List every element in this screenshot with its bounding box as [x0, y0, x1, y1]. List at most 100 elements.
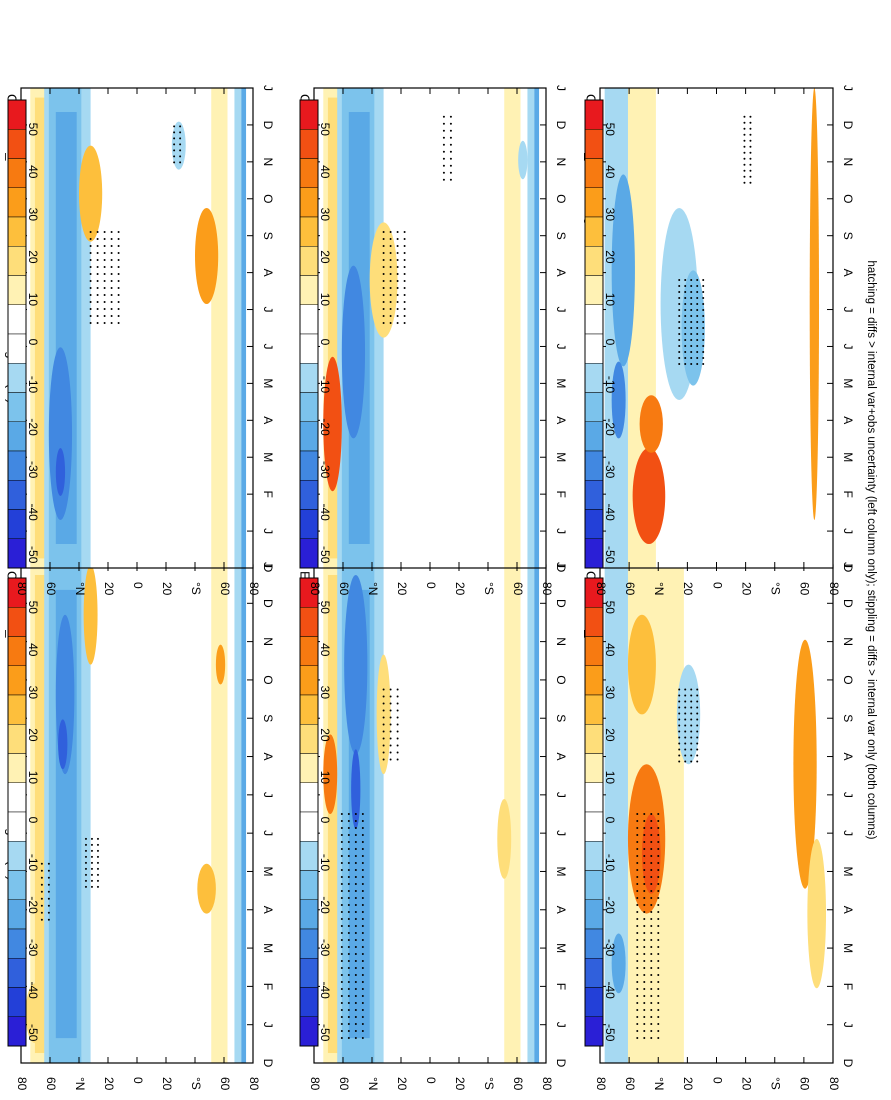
colorbar-label: 50 [26, 601, 40, 615]
colorbar-swatch [7, 421, 27, 452]
stipple-dot [340, 897, 343, 899]
stipple-dot [84, 855, 87, 858]
colorbar-label: 50 [26, 123, 40, 137]
stipple-dot [89, 322, 92, 324]
colorbar-swatch [7, 724, 27, 754]
stipple-dot [643, 904, 646, 906]
stipple-dot [361, 918, 364, 920]
colorbar-label: 0 [318, 339, 332, 346]
stipple-dot [382, 688, 385, 691]
month-tick-label: J [841, 343, 855, 349]
colorbar-swatch [299, 421, 319, 452]
stipple-dot [110, 294, 113, 296]
month-tick-label: M [261, 452, 275, 462]
stipple-dot [361, 939, 364, 941]
stipple-dot [650, 932, 653, 934]
colorbar-swatch [299, 636, 319, 666]
stipple-dot [657, 911, 660, 913]
stipple-dot [90, 873, 93, 876]
colorbar-label: 20 [318, 728, 332, 742]
stipple-dot [396, 245, 399, 247]
month-tick-label: O [841, 194, 855, 203]
stipple-dot [403, 245, 406, 247]
lat-tick-label: 20 [453, 1077, 467, 1091]
stipple-dot [650, 869, 653, 871]
stipple-dot [684, 309, 687, 311]
stipple-dot [442, 115, 445, 118]
stipple-dot [361, 1016, 364, 1018]
lat-tick-label: °S [189, 582, 203, 595]
month-tick-label: M [841, 378, 855, 388]
colorbar-label: -30 [318, 461, 332, 479]
month-tick-label: A [554, 416, 568, 424]
lat-tick-label: 80 [308, 582, 322, 596]
stipple-dot [690, 297, 693, 299]
stipple-dot [347, 862, 350, 864]
stipple-dot [103, 259, 106, 261]
stipple-dot [650, 862, 653, 864]
stipple-dot [103, 287, 106, 289]
stipple-dot [361, 883, 364, 885]
stipple-dot [389, 730, 392, 733]
stipple-dot [173, 125, 176, 128]
stipple-dot [389, 322, 392, 324]
stipple-dot [354, 848, 357, 850]
stipple-dot [749, 145, 752, 148]
contour-fill [639, 395, 663, 453]
stipple-dot [389, 273, 392, 275]
colorbar-swatch [584, 129, 604, 159]
stipple-dot [347, 967, 350, 969]
stipple-dot [90, 843, 93, 846]
stipple-dot [702, 303, 705, 305]
stipple-dot [396, 322, 399, 324]
colorbar-label: -50 [318, 1024, 332, 1042]
stipple-dot [382, 730, 385, 733]
stipple-dot [382, 294, 385, 296]
stipple-dot [696, 718, 699, 721]
stipple-dot [40, 883, 43, 886]
stipple-dot [657, 827, 660, 829]
stipple-dot [702, 345, 705, 347]
stipple-dot [657, 848, 660, 850]
stipple-dot [361, 848, 364, 850]
colorbar-label: -10 [318, 376, 332, 394]
stipple-dot [382, 245, 385, 247]
stipple-dot [89, 266, 92, 268]
stipple-dot [89, 287, 92, 289]
stipple-dot [389, 238, 392, 240]
colorbar-label: -10 [26, 854, 40, 872]
month-tick-label: J [261, 562, 275, 568]
stipple-dot [690, 688, 693, 691]
colorbar-swatch [584, 392, 604, 422]
stipple-dot [47, 890, 50, 893]
stipple-dot [340, 925, 343, 927]
colorbar-label: -30 [603, 939, 617, 957]
stipple-dot [347, 855, 350, 857]
stipple-dot [396, 751, 399, 754]
stipple-dot [396, 695, 399, 698]
stipple-dot [389, 709, 392, 712]
stipple-dot [657, 939, 660, 941]
stipple-dot [389, 737, 392, 740]
stipple-dot [173, 131, 176, 134]
stipple-dot [47, 918, 50, 921]
stipple-dot [636, 925, 639, 927]
lat-tick-label: 80 [594, 582, 608, 596]
stipple-dot [110, 315, 113, 317]
lat-tick-label: °S [482, 1077, 496, 1090]
stipple-dot [347, 918, 350, 920]
stipple-dot [690, 718, 693, 721]
month-tick-label: D [261, 564, 275, 573]
stipple-dot [47, 869, 50, 872]
colorbar-swatch [299, 158, 319, 188]
lat-tick-label: 80 [827, 1077, 841, 1091]
month-tick-label: A [841, 753, 855, 761]
colorbar-label: 0 [603, 339, 617, 346]
colorbar-swatch [584, 216, 604, 247]
stipple-dot [354, 967, 357, 969]
colorbar-swatch [299, 480, 319, 510]
month-tick-label: M [841, 866, 855, 876]
stipple-dot [173, 137, 176, 140]
stipple-dot [650, 1037, 653, 1039]
stipple-dot [347, 946, 350, 948]
